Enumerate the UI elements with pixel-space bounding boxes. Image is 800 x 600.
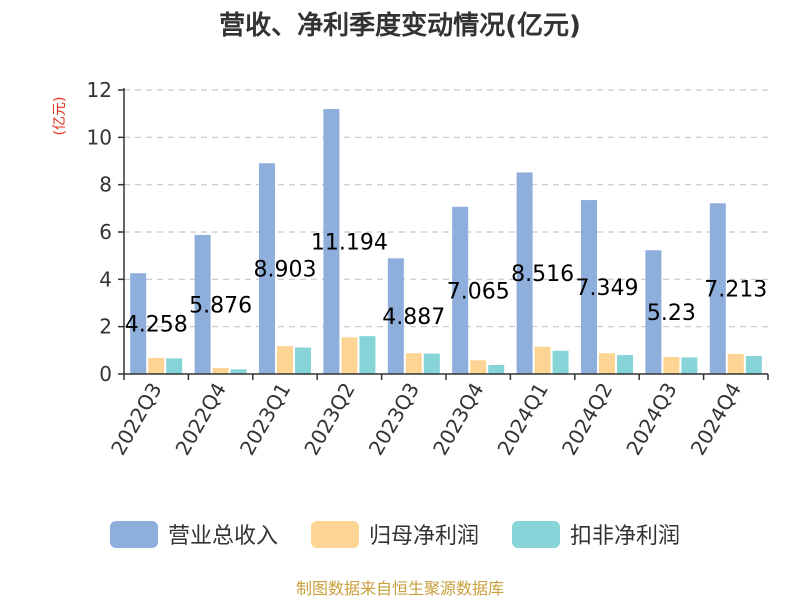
x-tick-label: 2023Q3 [364,379,424,460]
bar-net-profit[interactable] [599,353,615,374]
y-tick-label: 0 [99,362,112,386]
y-tick-label: 2 [99,315,112,339]
legend-label: 归母净利润 [369,524,479,549]
bar-net-profit[interactable] [470,360,487,374]
legend-swatch [512,521,560,548]
bar-deducted-net-profit[interactable] [423,353,440,374]
bar-revenue[interactable] [194,234,211,374]
bar-revenue[interactable] [581,200,597,374]
data-label: 8.903 [254,258,317,283]
x-tick-label: 2024Q2 [557,379,617,460]
legend[interactable]: 营业总收入 归母净利润 扣非净利润 [110,521,680,549]
bar-net-profit[interactable] [534,346,551,374]
y-axis-ticks: 0 2 4 6 8 10 12 [87,78,124,386]
y-tick-label: 10 [87,125,112,149]
bar-revenue[interactable] [387,258,404,374]
bar-deducted-net-profit[interactable] [552,350,569,374]
bar-revenue[interactable] [709,203,726,374]
bar-deducted-net-profit[interactable] [359,336,376,374]
data-label: 11.194 [311,231,388,256]
axes [123,88,769,380]
chart-title: 营收、净利季度变动情况(亿元) [219,10,581,41]
bar-deducted-net-profit[interactable] [745,356,762,374]
y-axis-unit: (亿元) [52,97,68,136]
data-label: 7.065 [447,279,510,304]
y-tick-label: 12 [87,78,112,102]
bar-revenue[interactable] [259,163,275,374]
bar-net-profit[interactable] [663,356,680,374]
bar-deducted-net-profit[interactable] [230,369,247,374]
bar-deducted-net-profit[interactable] [295,347,311,374]
x-tick-label: 2023Q1 [235,379,295,460]
bar-revenue[interactable] [645,250,662,374]
bar-deducted-net-profit[interactable] [166,358,183,374]
data-label: 5.876 [189,293,252,318]
bar-deducted-net-profit[interactable] [488,365,505,374]
bar-net-profit[interactable] [212,368,229,374]
bar-net-profit[interactable] [277,346,293,374]
legend-item-deducted-net-profit[interactable]: 扣非净利润 [512,521,680,549]
x-axis-ticks: 2022Q3 2022Q4 2023Q1 2023Q2 2023Q3 2023Q4 2024… [106,379,746,460]
bar-deducted-net-profit[interactable] [681,357,698,374]
legend-item-revenue[interactable]: 营业总收入 [110,521,278,549]
legend-label: 扣非净利润 [570,524,680,549]
bars [130,109,762,375]
legend-swatch [110,521,158,548]
x-tick-label: 2022Q4 [170,379,230,460]
bar-net-profit[interactable] [148,357,165,374]
x-tick-label: 2023Q2 [299,379,359,460]
bar-net-profit[interactable] [727,353,744,374]
y-tick-label: 4 [99,267,112,291]
bar-deducted-net-profit[interactable] [617,355,633,374]
bar-revenue[interactable] [452,206,469,374]
data-label: 4.258 [125,313,188,338]
data-label: 5.23 [647,301,696,326]
bar-revenue[interactable] [516,172,533,374]
x-tick-label: 2024Q4 [686,379,746,460]
bar-net-profit[interactable] [405,353,422,374]
data-label: 8.516 [511,262,574,287]
bar-net-profit[interactable] [341,337,358,374]
data-label: 7.349 [576,276,639,301]
x-tick-label: 2022Q3 [106,379,166,460]
legend-label: 营业总收入 [168,524,278,549]
legend-item-net-profit[interactable]: 归母净利润 [311,521,479,549]
data-label: 4.887 [382,305,445,330]
source-footnote: 制图数据来自恒生聚源数据库 [296,579,504,598]
x-tick-label: 2024Q1 [492,379,552,460]
grid [124,89,768,328]
data-label: 7.213 [704,278,767,303]
y-tick-label: 6 [99,220,112,244]
legend-swatch [311,521,359,548]
y-tick-label: 8 [99,173,112,197]
x-tick-label: 2023Q4 [428,379,488,460]
bar-revenue[interactable] [323,109,340,375]
bar-revenue[interactable] [130,273,147,374]
x-tick-label: 2024Q3 [621,379,681,460]
